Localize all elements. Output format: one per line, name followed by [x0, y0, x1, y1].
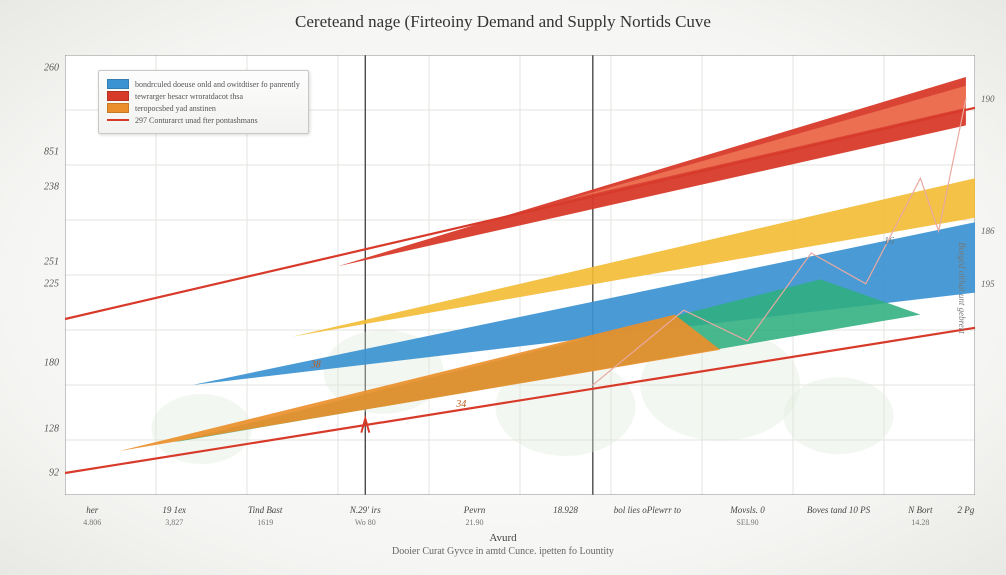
x-tick-label: N.29' irs — [350, 505, 381, 515]
y-tick-label: 128 — [17, 424, 59, 435]
x-axis-label: Avurd Dooier Curat Gyvce in amtd Cunce. … — [0, 532, 1006, 557]
x-tick-label: 19 1ex — [162, 505, 186, 515]
legend-swatch — [107, 91, 129, 101]
x-tick-sublabel: 4.806 — [83, 518, 101, 527]
legend-swatch — [107, 119, 129, 121]
y-tick-label: 851 — [17, 146, 59, 157]
legend-label: tewrarger besacr wroratdacot thsa — [135, 92, 243, 101]
legend-swatch — [107, 79, 129, 89]
x-tick-sublabel: Wo 80 — [355, 518, 376, 527]
legend-label: 297 Conturarct unad fter pontashmans — [135, 116, 258, 125]
y2-tick-label: 195 — [981, 279, 1006, 289]
x-tick-label: bol lies oPlewrr to — [614, 505, 681, 515]
legend-label: bondrculed doeuse onld and owitdtiser fo… — [135, 80, 300, 89]
y-tick-label: 238 — [17, 182, 59, 193]
annotation: 34 — [455, 399, 466, 410]
x-tick-sublabel: 21.90 — [466, 518, 484, 527]
x-tick-sublabel: SEL90 — [736, 518, 758, 527]
y2-axis-title: Borged olthat unt gebrert — [957, 242, 967, 334]
x-tick-label: Pevrn — [464, 505, 486, 515]
legend-box: bondrculed doeuse onld and owitdtiser fo… — [98, 70, 309, 134]
x-tick-label: Movsls. 0 — [730, 505, 765, 515]
line-red-line-lower — [65, 328, 975, 473]
legend-item: bondrculed doeuse onld and owitdtiser fo… — [107, 79, 300, 89]
y2-tick-label: 190 — [981, 94, 1006, 104]
legend-item: tewrarger besacr wroratdacot thsa — [107, 91, 300, 101]
legend-swatch — [107, 103, 129, 113]
y-tick-label: 260 — [17, 63, 59, 74]
chart-title: Cereteand nage (Firteoiny Demand and Sup… — [0, 12, 1006, 32]
wedge-red-upper — [338, 77, 966, 266]
y-tick-label: 225 — [17, 278, 59, 289]
x-axis-label-sub: Dooier Curat Gyvce in amtd Cunce. ipette… — [0, 546, 1006, 557]
x-tick-label: 18.928 — [553, 505, 578, 515]
legend-item: teropocsbed yad anstinen — [107, 103, 300, 113]
legend-item: 297 Conturarct unad fter pontashmans — [107, 115, 300, 125]
x-axis-label-main: Avurd — [489, 532, 516, 544]
x-tick-sublabel: 3,827 — [165, 518, 183, 527]
y-tick-label: 251 — [17, 256, 59, 267]
x-tick-sublabel: 1619 — [257, 518, 273, 527]
y2-tick-label: 186 — [981, 226, 1006, 236]
annotation: 16 — [884, 236, 894, 247]
legend-label: teropocsbed yad anstinen — [135, 104, 216, 113]
annotation: 38 — [310, 359, 321, 370]
y-tick-label: 180 — [17, 358, 59, 369]
x-tick-label: Tind Bast — [248, 505, 282, 515]
chart-container: Cereteand nage (Firteoiny Demand and Sup… — [0, 0, 1006, 575]
y-tick-label: 92 — [17, 468, 59, 479]
x-tick-label: N Bort — [908, 505, 932, 515]
x-tick-label: her — [86, 505, 98, 515]
x-tick-sublabel: 14.28 — [911, 518, 929, 527]
x-tick-label: Boves tand 10 PS — [807, 505, 870, 515]
x-tick-label: 2 Pg — [958, 505, 975, 515]
